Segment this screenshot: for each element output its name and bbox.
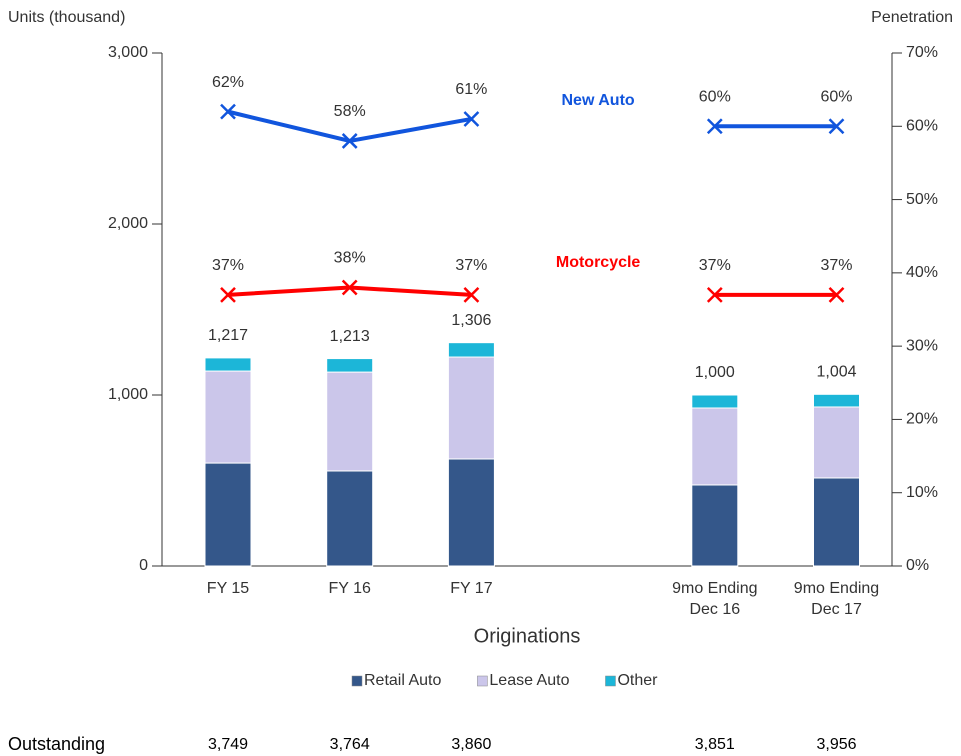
line-marker [341,279,358,296]
y2-tick-label: 40% [906,264,938,281]
outstanding-value: 3,851 [695,736,735,753]
y2-tick-label: 30% [906,337,938,354]
bar-segment [813,477,860,567]
line-marker [706,286,723,303]
data-label: 37% [820,257,852,274]
legend-swatch [477,675,488,687]
legend-swatch [351,675,363,687]
y2-tick-label: 50% [906,191,938,208]
data-label: 37% [455,257,487,274]
outstanding-label: Outstanding [8,734,105,754]
data-label: 37% [212,257,244,274]
y2-axis-title: Penetration [871,9,953,26]
bar-segment [204,370,252,464]
legend-swatch [605,675,616,687]
y2-tick-label: 70% [906,44,938,61]
x-tick-label: 9mo Ending Dec 17 [793,580,880,618]
line-marker [220,103,236,120]
bar-segment [447,356,495,460]
data-label: 58% [334,103,366,120]
x-axis-title: Originations [474,625,581,647]
line-marker [463,286,480,303]
bar-segment [204,357,252,372]
line [227,285,837,297]
bar-segment [326,470,374,567]
outstanding-value: 3,764 [330,736,370,753]
total-label: 1,306 [451,312,491,329]
data-label: 61% [455,81,487,98]
y-tick-label: 1,000 [108,386,148,403]
total-label: 1,004 [816,364,856,381]
data-label: 60% [820,89,852,106]
y2-tick-label: 0% [906,557,929,574]
bar-segment [813,406,860,479]
data-label: 37% [699,257,731,274]
line-marker [706,118,723,135]
legend-label: Other [617,672,658,689]
legend-label: Retail Auto [364,672,441,689]
data-label: 62% [212,74,244,91]
series-name: Motorcycle [556,254,641,271]
data-label: 60% [699,89,731,106]
y2-tick-label: 60% [906,118,938,135]
legend-label: Lease Auto [489,672,569,689]
total-label: 1,213 [330,328,370,345]
y2-tick-label: 20% [906,411,938,428]
outstanding-value: 3,956 [816,736,856,753]
line-marker [341,133,358,149]
y-axis-title: Units (thousand) [8,9,125,26]
bar-segment [447,342,495,358]
bar-segment [691,394,739,409]
bar-segment [204,462,252,567]
x-tick-label: FY 17 [450,580,493,597]
bar-segment [691,484,739,567]
line [227,109,837,143]
bar-segment [447,458,495,567]
bar-segment [326,358,374,373]
outstanding-value: 3,860 [451,736,491,753]
y-tick-label: 3,000 [108,44,148,61]
bar-segment [691,407,739,486]
x-tick-label: FY 16 [328,580,371,597]
line-marker [463,111,480,127]
x-tick-label: FY 15 [206,580,250,597]
series-name: New Auto [562,92,635,109]
bar-segment [813,393,860,408]
data-label: 38% [334,250,366,267]
line-marker [828,118,845,135]
line-marker [828,286,845,303]
total-label: 1,217 [208,327,248,344]
y2-tick-label: 10% [906,484,938,501]
y-tick-label: 2,000 [108,215,148,232]
y-tick-label: 0 [139,557,148,574]
bar-segment [326,371,374,472]
outstanding-value: 3,749 [208,736,248,753]
total-label: 1,000 [695,364,735,381]
x-tick-label: 9mo Ending Dec 16 [672,580,758,618]
line-marker [220,286,236,303]
